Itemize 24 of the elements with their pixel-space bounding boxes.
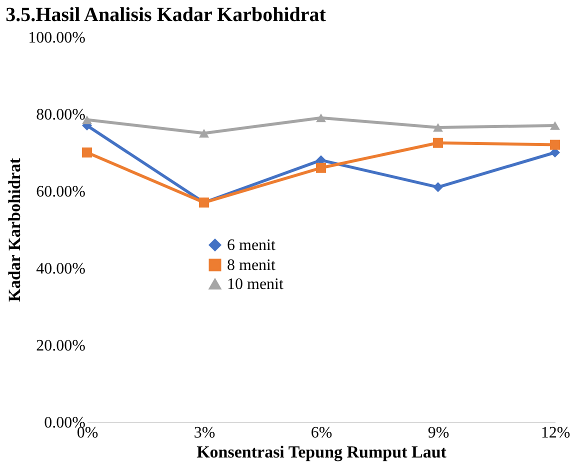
point: [433, 182, 443, 192]
chart-title: 3.5.Hasil Analisis Kadar Karbohidrat: [6, 4, 326, 26]
y-axis-title: Kadar Karbohidrat: [5, 158, 24, 302]
x-tick-label: 3%: [194, 424, 216, 442]
y-tick-label: 100.00%: [28, 30, 86, 46]
point: [199, 128, 209, 138]
point: [550, 140, 560, 150]
point: [316, 162, 326, 173]
y-tick-label: 60.00%: [36, 184, 86, 200]
y-tick-label: 80.00%: [36, 106, 86, 124]
point: [82, 148, 92, 158]
x-tick-label: 9%: [428, 424, 450, 442]
point: [433, 123, 443, 132]
point: [316, 114, 326, 122]
x-tick-label: 6%: [310, 424, 332, 442]
y-tick-label: 20.00%: [36, 338, 86, 354]
legend-label: 6 menit: [227, 237, 276, 254]
x-tick-label: 12%: [540, 424, 570, 442]
x-axis-title: Konsentrasi Tepung Rumput Laut: [196, 442, 447, 462]
point: [550, 121, 560, 130]
legend-label: 10 menit: [227, 276, 284, 293]
point: [433, 138, 443, 148]
y-tick-label: 40.00%: [36, 260, 86, 278]
legend-label: 8 menit: [227, 257, 276, 274]
